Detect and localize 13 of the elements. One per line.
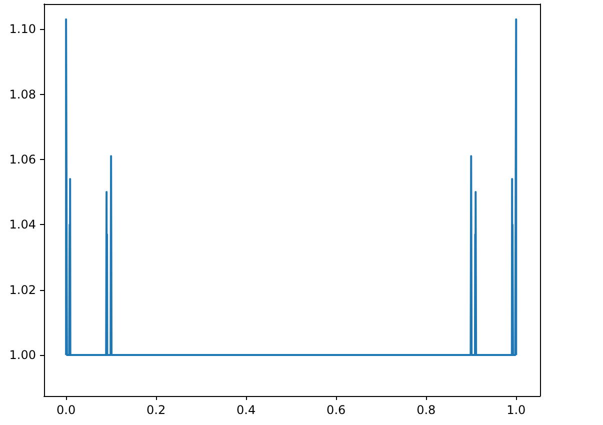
x-tick-label: 1.0 bbox=[506, 403, 526, 417]
x-tick-label: 0.4 bbox=[236, 403, 256, 417]
x-tick-label: 0.6 bbox=[326, 403, 346, 417]
x-tick-label: 0.2 bbox=[146, 403, 166, 417]
y-tick-label: 1.02 bbox=[9, 282, 36, 297]
line-series bbox=[65, 18, 518, 356]
y-tick-label: 1.04 bbox=[9, 218, 36, 232]
x-tick-label: 0.0 bbox=[56, 403, 76, 417]
y-tick-label: 1.06 bbox=[9, 152, 36, 166]
y-tick-label: 1.10 bbox=[9, 22, 36, 36]
y-tick-label: 1.08 bbox=[9, 87, 36, 102]
y-tick-label: 1.00 bbox=[9, 348, 36, 362]
x-tick-label: 0.8 bbox=[416, 403, 436, 417]
